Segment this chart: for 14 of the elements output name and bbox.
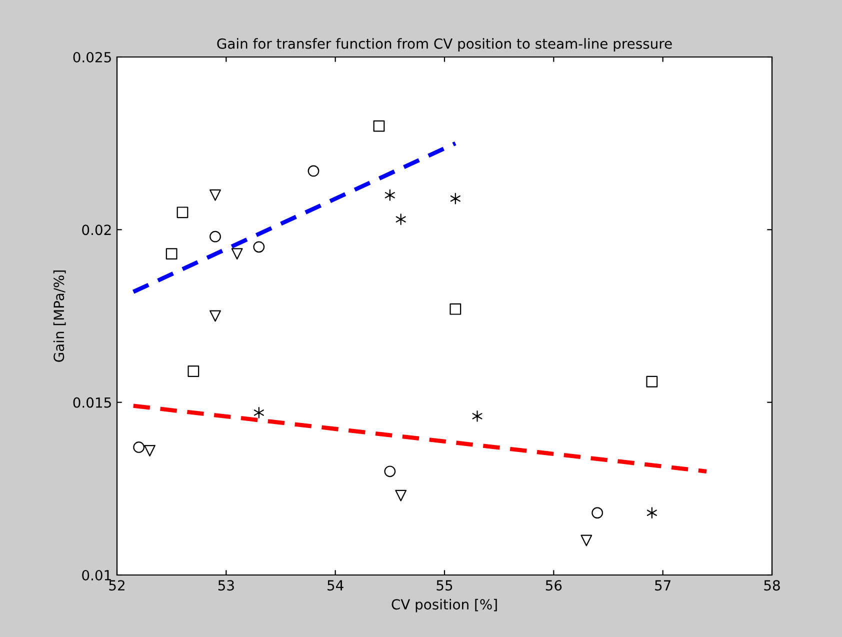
x-tick-label: 58 xyxy=(764,580,780,591)
y-tick-label: 0.01 xyxy=(82,570,111,580)
x-tick-label: 57 xyxy=(655,580,670,591)
x-tick-label: 55 xyxy=(436,580,452,591)
y-tick-label: 0.015 xyxy=(73,397,111,408)
x-tick-label: 56 xyxy=(546,580,562,591)
x-tick-label: 52 xyxy=(109,580,124,591)
y-axis-title: Gain [MPa/%] xyxy=(53,270,66,362)
chart-title: Gain for transfer function from CV position to steam-line pressure xyxy=(217,38,672,52)
x-axis-title: CV position [%] xyxy=(392,598,497,612)
x-tick-label: 53 xyxy=(218,580,234,591)
y-tick-label: 0.025 xyxy=(73,52,111,62)
y-tick-label: 0.02 xyxy=(82,224,111,236)
x-tick-label: 54 xyxy=(328,580,344,591)
